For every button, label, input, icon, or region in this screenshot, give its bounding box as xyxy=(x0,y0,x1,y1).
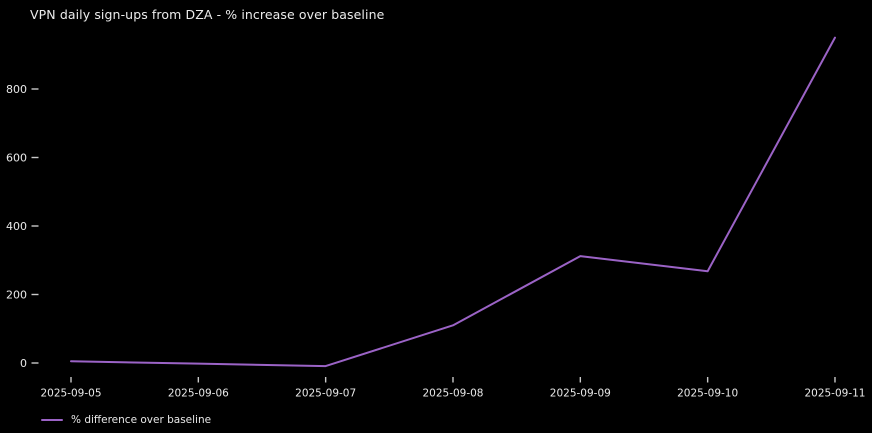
y-tick-label: 0 xyxy=(20,357,27,370)
legend-line-swatch xyxy=(41,418,63,422)
x-axis-ticks: 2025-09-05 2025-09-06 2025-09-07 2025-09-08… xyxy=(40,377,865,400)
x-tick-label: 2025-09-11 xyxy=(804,388,865,400)
x-tick-label: 2025-09-08 xyxy=(422,388,483,400)
y-tick-label: 400 xyxy=(6,220,27,233)
x-tick-label: 2025-09-10 xyxy=(677,388,738,400)
chart-title: VPN daily sign-ups from DZA - % increase… xyxy=(30,7,385,22)
x-tick-label: 2025-09-06 xyxy=(168,388,229,400)
y-tick-label: 600 xyxy=(6,151,27,164)
y-tick-label: 200 xyxy=(6,288,27,301)
x-tick-label: 2025-09-05 xyxy=(40,388,101,400)
x-tick-label: 2025-09-07 xyxy=(295,388,356,400)
x-tick-label: 2025-09-09 xyxy=(550,388,611,400)
y-tick-label: 800 xyxy=(6,83,27,96)
legend: % difference over baseline xyxy=(41,413,211,427)
y-axis-ticks: 0 200 400 600 800 xyxy=(6,83,39,370)
legend-label: % difference over baseline xyxy=(71,414,212,426)
data-line xyxy=(70,36,836,368)
